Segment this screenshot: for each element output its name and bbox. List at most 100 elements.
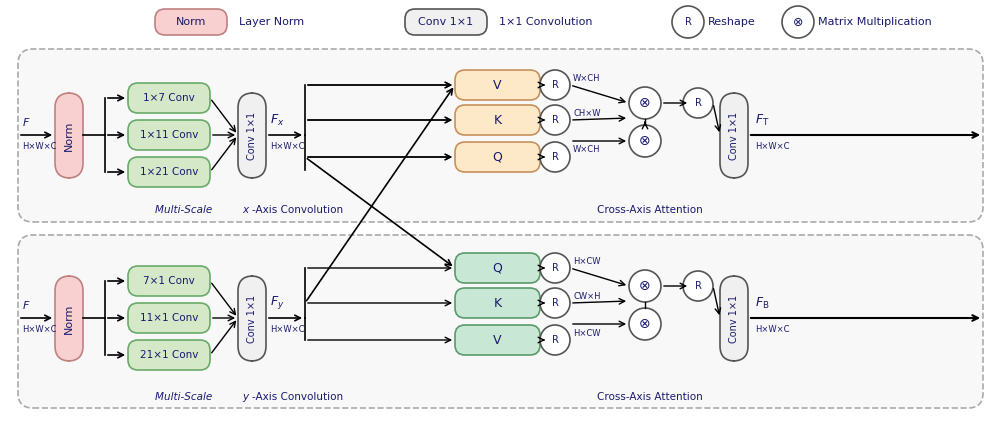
Text: 1×11 Conv: 1×11 Conv [140, 130, 198, 140]
Circle shape [629, 308, 661, 340]
Text: $F_y$: $F_y$ [270, 294, 284, 311]
FancyBboxPatch shape [18, 235, 983, 408]
FancyBboxPatch shape [55, 276, 83, 361]
FancyBboxPatch shape [18, 49, 983, 222]
Text: R: R [552, 263, 558, 273]
FancyBboxPatch shape [455, 253, 540, 283]
Circle shape [629, 270, 661, 302]
FancyBboxPatch shape [55, 93, 83, 178]
Text: R: R [552, 152, 558, 162]
Text: $F$: $F$ [22, 299, 31, 311]
Text: H×W×C: H×W×C [755, 325, 790, 334]
Text: R: R [695, 98, 701, 108]
FancyBboxPatch shape [455, 70, 540, 100]
Text: K: K [493, 297, 502, 309]
Text: $F_x$: $F_x$ [270, 113, 284, 128]
FancyBboxPatch shape [455, 325, 540, 355]
Circle shape [540, 105, 570, 135]
Text: Conv 1×1: Conv 1×1 [418, 17, 474, 27]
FancyBboxPatch shape [128, 303, 210, 333]
Text: Conv 1×1: Conv 1×1 [729, 294, 739, 343]
Text: ⊗: ⊗ [639, 279, 651, 293]
Circle shape [672, 6, 704, 38]
Text: Norm: Norm [176, 17, 206, 27]
FancyBboxPatch shape [155, 9, 227, 35]
Circle shape [540, 288, 570, 318]
Text: 1×1 Convolution: 1×1 Convolution [499, 17, 592, 27]
Text: CH×W: CH×W [573, 109, 600, 117]
FancyBboxPatch shape [405, 9, 487, 35]
Text: Q: Q [493, 150, 502, 164]
Text: H×W×C: H×W×C [755, 142, 790, 151]
FancyBboxPatch shape [455, 105, 540, 135]
Text: K: K [493, 114, 502, 127]
FancyBboxPatch shape [128, 157, 210, 187]
Text: ⊗: ⊗ [793, 15, 803, 29]
Text: Multi-Scale: Multi-Scale [155, 392, 216, 402]
FancyBboxPatch shape [455, 288, 540, 318]
Text: H×CW: H×CW [573, 257, 600, 265]
Text: Layer Norm: Layer Norm [239, 17, 304, 27]
Text: H×W×C: H×W×C [22, 325, 56, 334]
Text: 11×1 Conv: 11×1 Conv [140, 313, 198, 323]
Text: 7×1 Conv: 7×1 Conv [143, 276, 195, 286]
Text: y: y [242, 392, 248, 402]
Text: Norm: Norm [64, 303, 74, 334]
Text: $F_{\mathrm{B}}$: $F_{\mathrm{B}}$ [755, 296, 770, 311]
Text: V: V [493, 78, 502, 92]
Text: -Axis Convolution: -Axis Convolution [252, 205, 343, 215]
Text: R: R [552, 335, 558, 345]
Text: Cross-Axis Attention: Cross-Axis Attention [597, 205, 703, 215]
Text: R: R [695, 281, 701, 291]
Text: R: R [685, 17, 691, 27]
Circle shape [683, 88, 713, 118]
Circle shape [629, 125, 661, 157]
FancyBboxPatch shape [128, 266, 210, 296]
Text: Norm: Norm [64, 120, 74, 150]
Text: 21×1 Conv: 21×1 Conv [140, 350, 198, 360]
Text: H×W×C: H×W×C [270, 325, 304, 334]
FancyBboxPatch shape [455, 142, 540, 172]
Circle shape [540, 325, 570, 355]
Text: 1×7 Conv: 1×7 Conv [143, 93, 195, 103]
FancyBboxPatch shape [720, 276, 748, 361]
Text: R: R [552, 115, 558, 125]
Circle shape [540, 70, 570, 100]
Text: V: V [493, 334, 502, 347]
Text: $F$: $F$ [22, 116, 31, 128]
Circle shape [540, 253, 570, 283]
Text: Q: Q [493, 261, 502, 275]
Text: x: x [242, 205, 248, 215]
Circle shape [782, 6, 814, 38]
Text: H×CW: H×CW [573, 329, 600, 337]
Text: W×CH: W×CH [573, 73, 600, 83]
Text: W×CH: W×CH [573, 146, 600, 154]
Text: Multi-Scale: Multi-Scale [155, 205, 216, 215]
Text: H×W×C: H×W×C [270, 142, 304, 151]
FancyBboxPatch shape [128, 120, 210, 150]
Text: R: R [552, 298, 558, 308]
Circle shape [540, 142, 570, 172]
Text: Reshape: Reshape [708, 17, 756, 27]
Text: Conv 1×1: Conv 1×1 [247, 294, 257, 343]
Circle shape [683, 271, 713, 301]
FancyBboxPatch shape [128, 340, 210, 370]
Text: ⊗: ⊗ [639, 96, 651, 110]
Text: Conv 1×1: Conv 1×1 [729, 111, 739, 160]
Text: $F_{\mathrm{T}}$: $F_{\mathrm{T}}$ [755, 113, 770, 128]
Text: Cross-Axis Attention: Cross-Axis Attention [597, 392, 703, 402]
Text: ⊗: ⊗ [639, 317, 651, 331]
Text: 1×21 Conv: 1×21 Conv [140, 167, 198, 177]
Text: ⊗: ⊗ [639, 134, 651, 148]
Text: H×W×C: H×W×C [22, 142, 56, 151]
Text: Conv 1×1: Conv 1×1 [247, 111, 257, 160]
Text: -Axis Convolution: -Axis Convolution [252, 392, 343, 402]
FancyBboxPatch shape [238, 276, 266, 361]
FancyBboxPatch shape [128, 83, 210, 113]
FancyBboxPatch shape [720, 93, 748, 178]
Circle shape [629, 87, 661, 119]
Text: R: R [552, 80, 558, 90]
Text: Matrix Multiplication: Matrix Multiplication [818, 17, 932, 27]
Text: CW×H: CW×H [573, 292, 600, 301]
FancyBboxPatch shape [238, 93, 266, 178]
